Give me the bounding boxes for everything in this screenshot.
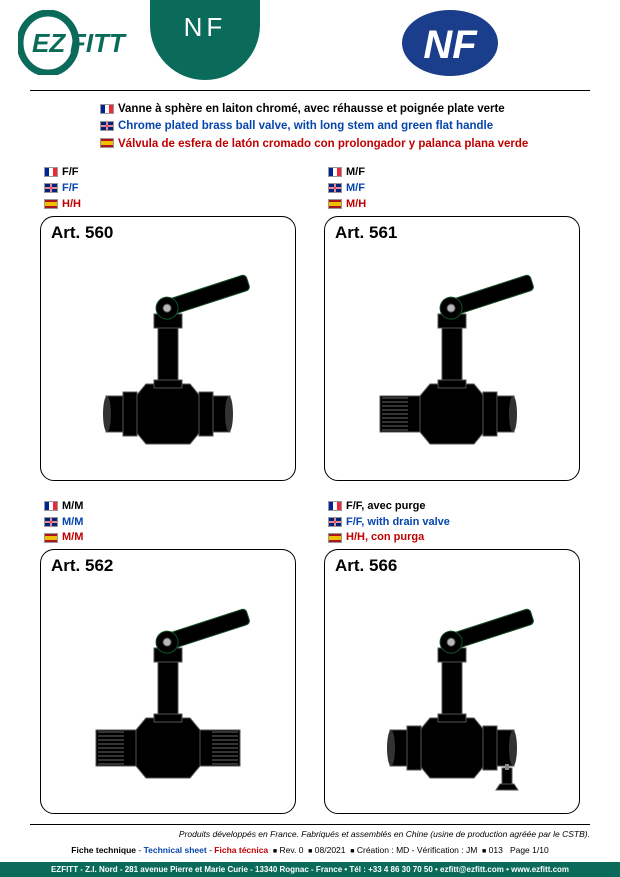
date: 08/2021	[315, 845, 346, 855]
footer-note: Produits développés en France. Fabriqués…	[30, 824, 590, 839]
valve-illustration	[352, 256, 552, 466]
desc-en: Chrome plated brass ball valve, with lon…	[118, 120, 493, 132]
flag-es-icon	[44, 199, 58, 209]
rev: Rev. 0	[280, 845, 304, 855]
svg-text:EZ: EZ	[32, 28, 66, 58]
tech-en: Technical sheet	[144, 845, 207, 855]
variant-es: M/H	[346, 198, 366, 210]
products-grid: F/F F/F H/H Art. 560	[0, 157, 620, 815]
variant-fr: F/F, avec purge	[346, 500, 425, 512]
flag-uk-icon	[100, 121, 114, 131]
flag-uk-icon	[44, 183, 58, 193]
article-number: Art. 560	[51, 223, 285, 243]
variant-es: H/H, con purga	[346, 531, 424, 543]
variant-es: M/M	[62, 531, 83, 543]
tech-fr: Fiche technique	[71, 845, 136, 855]
svg-text:FITT: FITT	[70, 28, 127, 58]
flag-es-icon	[328, 199, 342, 209]
nf-title-badge: NF	[150, 0, 260, 80]
footer-address: EZFITT - Z.I. Nord - 281 avenue Pierre e…	[0, 862, 620, 877]
creation: Création : MD - Vérification : JM	[357, 845, 477, 855]
desc-fr: Vanne à sphère en laiton chromé, avec ré…	[118, 103, 505, 115]
flag-fr-icon	[328, 501, 342, 511]
variant-labels: F/F, avec purge F/F, with drain valve H/…	[324, 499, 580, 547]
variant-fr: M/M	[62, 500, 83, 512]
variant-en: M/M	[62, 516, 83, 528]
flag-uk-icon	[328, 183, 342, 193]
variant-fr: M/F	[346, 166, 365, 178]
flag-uk-icon	[44, 517, 58, 527]
code: 013	[489, 845, 503, 855]
flag-fr-icon	[44, 167, 58, 177]
product-card: Art. 560	[40, 216, 296, 481]
flag-es-icon	[44, 533, 58, 543]
product-cell: M/F M/F M/H Art. 561	[324, 165, 580, 481]
product-cell: F/F F/F H/H Art. 560	[40, 165, 296, 481]
page: Page 1/10	[510, 845, 549, 855]
product-cell: F/F, avec purge F/F, with drain valve H/…	[324, 499, 580, 815]
ezfitt-logo: EZ FITT	[18, 10, 128, 75]
article-number: Art. 562	[51, 556, 285, 576]
divider-top	[30, 90, 590, 91]
product-card: Art. 561	[324, 216, 580, 481]
svg-text:NF: NF	[423, 23, 478, 67]
tech-es: Ficha técnica	[214, 845, 268, 855]
valve-illustration	[68, 256, 268, 466]
header: EZ FITT NF NF	[0, 0, 620, 90]
variant-labels: M/F M/F M/H	[324, 165, 580, 213]
valve-illustration	[352, 590, 552, 800]
product-card: Art. 562	[40, 549, 296, 814]
flag-fr-icon	[100, 104, 114, 114]
article-number: Art. 561	[335, 223, 569, 243]
flag-uk-icon	[328, 517, 342, 527]
variant-es: H/H	[62, 198, 81, 210]
variant-fr: F/F	[62, 166, 79, 178]
footer-meta: Fiche technique - Technical sheet - Fich…	[0, 845, 620, 855]
article-number: Art. 566	[335, 556, 569, 576]
variant-en: M/F	[346, 182, 365, 194]
variant-labels: M/M M/M M/M	[40, 499, 296, 547]
variant-en: F/F, with drain valve	[346, 516, 450, 528]
flag-fr-icon	[328, 167, 342, 177]
nf-certification-badge: NF	[400, 8, 500, 78]
product-descriptions: Vanne à sphère en laiton chromé, avec ré…	[100, 101, 540, 153]
flag-es-icon	[100, 138, 114, 148]
variant-labels: F/F F/F H/H	[40, 165, 296, 213]
desc-es: Válvula de esfera de latón cromado con p…	[118, 138, 528, 150]
variant-en: F/F	[62, 182, 79, 194]
product-card: Art. 566	[324, 549, 580, 814]
flag-fr-icon	[44, 501, 58, 511]
valve-illustration	[68, 590, 268, 800]
flag-es-icon	[328, 533, 342, 543]
product-cell: M/M M/M M/M Art. 562	[40, 499, 296, 815]
